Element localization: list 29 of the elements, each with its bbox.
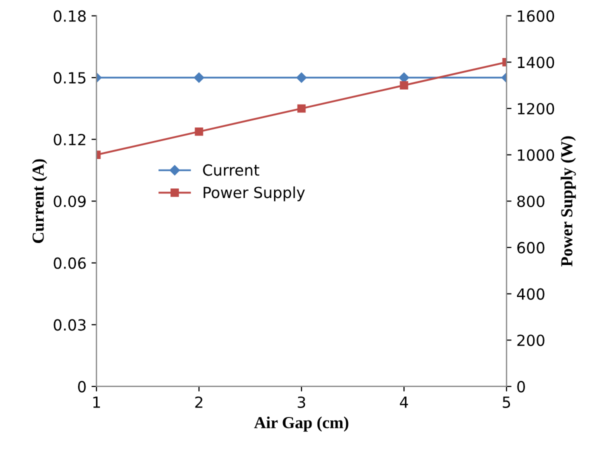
- x-tick-label: 1: [93, 396, 100, 408]
- y2-tick-label: 600: [517, 242, 544, 254]
- y2-axis-title: Power Supply (W): [560, 136, 576, 266]
- x-tick-label: 2: [195, 396, 202, 408]
- y-tick-label: 0.06: [54, 257, 86, 269]
- y-axis-title: Current (A): [32, 159, 48, 243]
- point: [194, 127, 204, 136]
- y2-tick-label: 0: [517, 380, 525, 392]
- y-tick-label: 0.18: [54, 10, 86, 22]
- y2-tick-label: 400: [516, 288, 544, 300]
- legend-label: Power Supply: [204, 186, 305, 202]
- y-tick-label: 0.03: [54, 319, 86, 331]
- x-tick-label: 3: [298, 396, 306, 408]
- y-tick-label: 0.15: [54, 72, 86, 84]
- point: [400, 81, 408, 90]
- y2-tick-label: 1200: [518, 102, 554, 114]
- y2-tick-label: 1400: [518, 56, 554, 68]
- y2-tick-label: 1000: [518, 149, 554, 161]
- y-tick-label: 0: [78, 380, 86, 392]
- x-tick-label: 4: [400, 396, 408, 408]
- y2-tick-label: 800: [517, 196, 544, 208]
- x-tick-label: 5: [502, 396, 510, 408]
- legend-label: Current: [203, 164, 260, 176]
- y-tick-label: 0.09: [54, 196, 86, 208]
- y2-tick-label: 1600: [518, 10, 554, 22]
- point: [297, 104, 306, 113]
- y-tick-label: 0.12: [54, 134, 86, 146]
- y2-tick-label: 200: [517, 334, 544, 346]
- x-axis-title: Air Gap (cm): [254, 416, 348, 432]
